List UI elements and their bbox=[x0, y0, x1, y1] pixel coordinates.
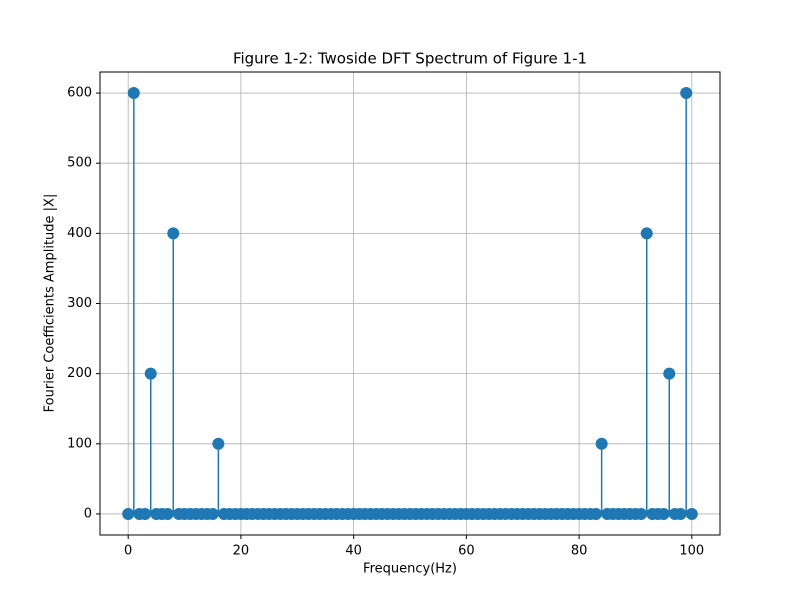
marker bbox=[640, 227, 653, 240]
marker bbox=[167, 227, 180, 240]
y-tick-label: 600 bbox=[67, 86, 92, 101]
y-axis-label: Fourier Coefficients Amplitude |X| bbox=[43, 194, 58, 413]
marker bbox=[685, 507, 698, 520]
marker bbox=[635, 507, 648, 520]
y-tick-label: 200 bbox=[67, 366, 92, 381]
y-tick-label: 100 bbox=[67, 436, 92, 451]
marker bbox=[206, 507, 219, 520]
marker bbox=[680, 87, 693, 100]
marker bbox=[127, 87, 140, 100]
marker bbox=[144, 367, 157, 380]
marker bbox=[590, 507, 602, 520]
marker bbox=[122, 507, 135, 520]
x-tick-label: 80 bbox=[571, 544, 588, 559]
marker bbox=[663, 367, 676, 380]
marker bbox=[212, 437, 225, 450]
x-tick-label: 60 bbox=[458, 544, 475, 559]
marker bbox=[595, 437, 608, 450]
marker bbox=[674, 507, 687, 520]
x-tick-label: 20 bbox=[233, 544, 250, 559]
chart-title: Figure 1-2: Twoside DFT Spectrum of Figu… bbox=[233, 50, 587, 68]
y-tick-label: 400 bbox=[67, 226, 92, 241]
y-tick-label: 500 bbox=[67, 156, 92, 171]
x-axis-label: Frequency(Hz) bbox=[363, 562, 457, 577]
x-tick-label: 100 bbox=[679, 544, 704, 559]
x-tick-label: 0 bbox=[124, 544, 132, 559]
marker bbox=[657, 507, 670, 520]
x-tick-label: 40 bbox=[345, 544, 362, 559]
marker bbox=[139, 507, 152, 520]
y-tick-label: 0 bbox=[84, 506, 92, 521]
y-tick-label: 300 bbox=[67, 296, 92, 311]
plot-frame bbox=[99, 71, 721, 536]
marker bbox=[161, 507, 174, 520]
